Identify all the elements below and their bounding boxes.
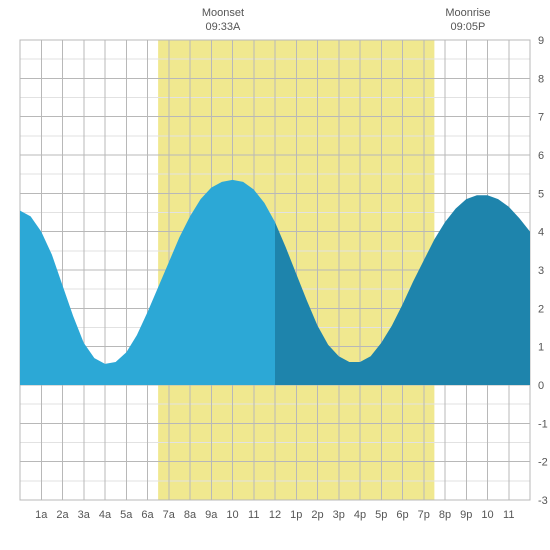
x-tick-label: 8p: [439, 509, 451, 521]
x-tick-label: 1p: [290, 509, 302, 521]
x-tick-label: 9p: [460, 509, 472, 521]
y-tick-label: 9: [538, 35, 544, 47]
y-tick-label: 3: [538, 265, 544, 277]
x-tick-label: 5p: [375, 509, 387, 521]
y-tick-label: 0: [538, 380, 544, 392]
tide-chart: -3-2-101234567891a2a3a4a5a6a7a8a9a101112…: [0, 0, 550, 550]
x-tick-label: 10: [226, 509, 238, 521]
x-tick-label: 12: [269, 509, 281, 521]
y-tick-label: -3: [538, 495, 548, 507]
y-tick-label: 5: [538, 188, 544, 200]
x-tick-label: 11: [248, 509, 259, 521]
y-tick-label: -1: [538, 418, 548, 430]
x-tick-label: 6p: [396, 509, 408, 521]
moon-event-title: Moonset: [183, 6, 263, 20]
moon-event-time: 09:05P: [428, 20, 508, 34]
moon-event-time: 09:33A: [183, 20, 263, 34]
x-tick-label: 3a: [78, 509, 91, 521]
x-tick-label: 8a: [184, 509, 197, 521]
y-tick-label: 2: [538, 303, 544, 315]
x-tick-label: 2p: [311, 509, 323, 521]
x-tick-label: 4a: [99, 509, 112, 521]
y-tick-label: 1: [538, 342, 544, 354]
y-tick-label: -2: [538, 457, 548, 469]
x-tick-label: 11: [503, 509, 514, 521]
x-tick-label: 3p: [333, 509, 345, 521]
y-tick-label: 6: [538, 150, 544, 162]
x-tick-label: 4p: [354, 509, 366, 521]
chart-svg: -3-2-101234567891a2a3a4a5a6a7a8a9a101112…: [0, 0, 550, 550]
y-tick-label: 4: [538, 227, 544, 239]
x-tick-label: 2a: [56, 509, 69, 521]
x-tick-label: 1a: [35, 509, 48, 521]
x-tick-label: 6a: [141, 509, 154, 521]
x-tick-label: 10: [481, 509, 493, 521]
x-tick-label: 7a: [163, 509, 176, 521]
moon-event-title: Moonrise: [428, 6, 508, 20]
x-tick-label: 7p: [418, 509, 430, 521]
y-tick-label: 8: [538, 73, 544, 85]
x-tick-label: 9a: [205, 509, 218, 521]
moonset-label: Moonset09:33A: [183, 6, 263, 35]
x-tick-label: 5a: [120, 509, 133, 521]
moonrise-label: Moonrise09:05P: [428, 6, 508, 35]
y-tick-label: 7: [538, 112, 544, 124]
